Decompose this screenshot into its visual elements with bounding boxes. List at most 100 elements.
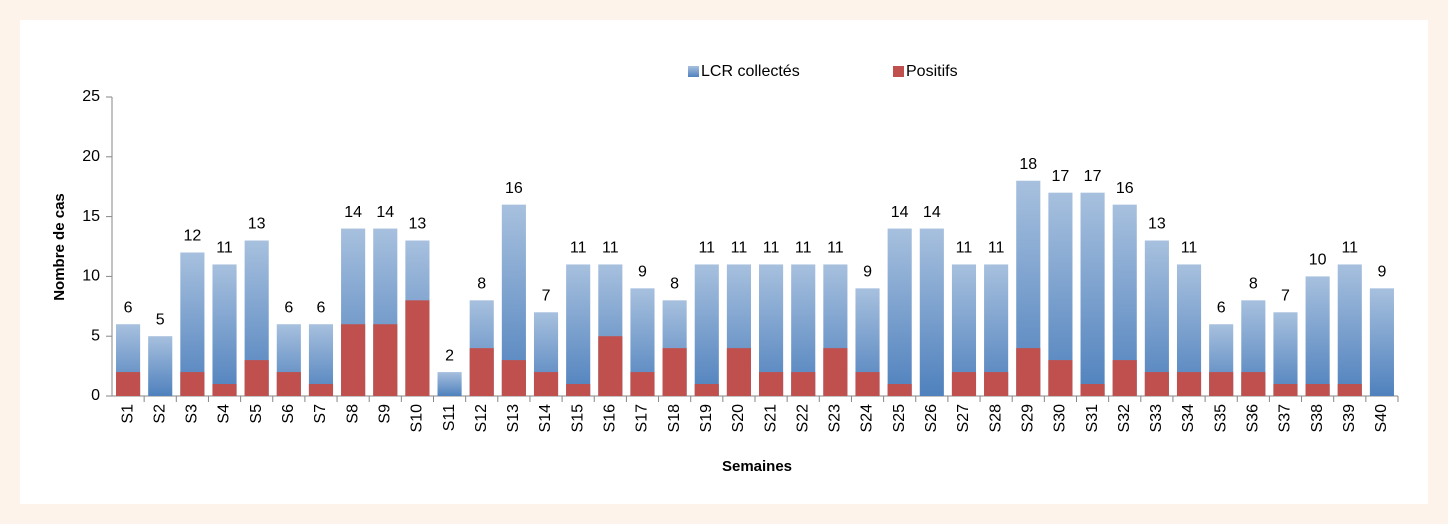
bar	[1016, 348, 1041, 396]
bar	[823, 348, 848, 396]
bar	[1273, 312, 1298, 396]
x-tick-label: S29	[1019, 404, 1036, 433]
x-tick-label: S24	[859, 404, 876, 433]
bar	[887, 228, 912, 396]
x-tick-label: S15	[569, 404, 586, 433]
bar	[1080, 192, 1105, 396]
bar	[405, 300, 430, 396]
y-tick-label: 25	[82, 88, 100, 105]
data-label: 11	[216, 240, 233, 257]
x-tick-label: S32	[1116, 404, 1133, 433]
x-tick-label: S33	[1148, 404, 1165, 433]
bar	[1273, 384, 1298, 396]
x-tick-label: S4	[216, 404, 233, 424]
bar	[694, 264, 719, 396]
data-label: 11	[795, 240, 812, 257]
data-label: 5	[156, 311, 165, 328]
data-label: 11	[827, 240, 844, 257]
x-tick-label: S23	[827, 404, 844, 433]
data-label: 16	[505, 180, 523, 197]
bar	[1305, 276, 1330, 396]
data-label: 11	[731, 240, 748, 257]
bar	[116, 372, 141, 396]
bar	[469, 348, 494, 396]
x-tick-label: S10	[409, 404, 426, 433]
bar	[148, 336, 173, 396]
x-tick-label: S35	[1212, 404, 1229, 433]
bar	[630, 372, 655, 396]
x-tick-label: S26	[923, 404, 940, 433]
data-label: 11	[1181, 240, 1198, 257]
bar	[887, 384, 912, 396]
x-tick-label: S7	[312, 404, 329, 424]
data-label: 11	[1341, 240, 1358, 257]
data-label: 13	[1148, 216, 1166, 233]
bar	[1144, 240, 1169, 396]
data-label: 6	[284, 299, 293, 316]
bar	[1241, 372, 1266, 396]
data-label: 2	[445, 347, 454, 364]
bar	[566, 384, 591, 396]
data-label: 14	[891, 204, 909, 221]
x-tick-label: S1	[119, 404, 136, 424]
y-tick-label: 15	[82, 208, 100, 225]
data-label: 13	[409, 216, 427, 233]
bar	[984, 372, 1009, 396]
x-tick-label: S5	[248, 404, 265, 424]
data-label: 9	[863, 264, 872, 281]
data-label: 12	[183, 228, 201, 245]
x-tick-label: S20	[730, 404, 747, 433]
data-label: 16	[1116, 180, 1134, 197]
data-label: 6	[124, 299, 133, 316]
bar	[1176, 372, 1202, 396]
bar	[1369, 288, 1394, 396]
bar	[791, 372, 816, 396]
data-label: 18	[1019, 156, 1037, 173]
bar	[244, 360, 269, 396]
bar	[919, 228, 944, 396]
bar	[1112, 360, 1137, 396]
x-tick-label: S8	[344, 404, 361, 424]
x-tick-label: S25	[891, 404, 908, 433]
bar	[276, 372, 301, 396]
x-tick-label: S2	[151, 404, 168, 424]
x-tick-label: S27	[955, 404, 972, 433]
x-tick-label: S6	[280, 404, 297, 424]
y-tick-label: 10	[82, 268, 100, 285]
data-label: 11	[602, 240, 619, 257]
bar	[1209, 372, 1234, 396]
bar	[598, 336, 623, 396]
data-label: 17	[1084, 168, 1102, 185]
x-tick-label: S11	[441, 404, 458, 431]
bar	[662, 348, 687, 396]
x-tick-label: S3	[184, 404, 201, 424]
bar	[437, 372, 462, 396]
x-tick-label: S12	[473, 404, 490, 433]
bar	[341, 324, 366, 396]
x-tick-label: S9	[376, 404, 393, 424]
bar	[566, 264, 591, 396]
bar	[1337, 384, 1362, 396]
data-label: 8	[670, 276, 679, 293]
data-label: 11	[698, 240, 715, 257]
bar	[308, 384, 334, 396]
data-label: 13	[248, 216, 266, 233]
bar	[759, 372, 784, 396]
bar	[694, 384, 719, 396]
bar	[1305, 384, 1330, 396]
x-tick-label: S30	[1052, 404, 1069, 433]
x-tick-label: S40	[1373, 404, 1390, 433]
y-tick-label: 20	[82, 148, 100, 165]
x-axis-title: Semaines	[722, 458, 792, 475]
bar	[373, 324, 398, 396]
bar	[501, 360, 526, 396]
data-label: 11	[988, 240, 1005, 257]
bar	[855, 372, 880, 396]
bar	[951, 372, 977, 396]
x-tick-label: S36	[1245, 404, 1262, 433]
legend-swatch	[893, 66, 904, 77]
legend-label: Positifs	[906, 63, 958, 80]
bar	[1080, 384, 1105, 396]
x-tick-label: S14	[537, 404, 554, 433]
